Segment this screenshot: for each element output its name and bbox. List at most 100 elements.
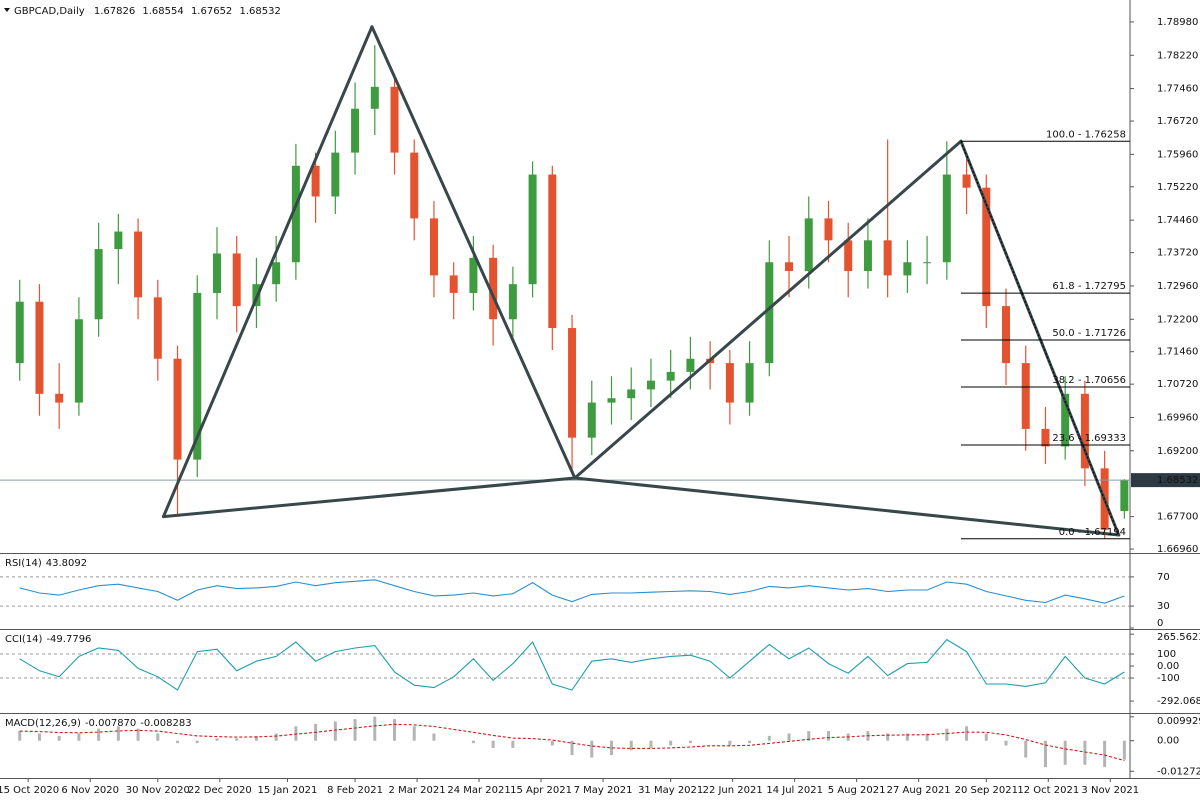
macd-bar <box>1063 740 1067 765</box>
last-price-box <box>1131 473 1200 488</box>
x-tick-label: 15 Oct 2020 <box>0 785 59 796</box>
candle-body <box>390 86 399 153</box>
candle-body <box>1080 393 1089 469</box>
macd-bar <box>491 740 495 748</box>
y-tick-label: 1.69960 <box>1157 412 1198 423</box>
candle-body <box>331 152 340 197</box>
macd-bar <box>393 719 397 741</box>
macd-bar <box>57 735 61 741</box>
y-tick-label: 1.71460 <box>1157 347 1198 358</box>
macd-bar <box>748 740 752 744</box>
y-tick-label: 0 <box>1157 618 1163 629</box>
y-tick-label: 0.00 <box>1157 661 1179 672</box>
candle-body <box>1002 306 1011 364</box>
candle-body <box>528 174 537 285</box>
y-tick-label: 70 <box>1157 572 1170 583</box>
candle-body <box>410 152 419 219</box>
candle-body <box>311 165 320 197</box>
candle-body <box>568 328 577 438</box>
y-tick-label: 1.75220 <box>1157 182 1198 193</box>
y-tick-label: -292.0683 <box>1157 696 1200 707</box>
macd-bar <box>787 733 791 741</box>
indicator-header: MACD(12,26,9) -0.007870 -0.008283 <box>5 718 192 729</box>
indicator-line <box>19 638 1125 691</box>
x-tick-label: 7 May 2021 <box>574 785 633 796</box>
candle-body <box>942 174 951 263</box>
candle-body <box>114 231 123 250</box>
indicator-value: 43.8092 <box>46 558 87 569</box>
candle-body <box>804 218 813 272</box>
macd-bar <box>432 733 436 741</box>
macd-bar <box>629 740 633 751</box>
low-value: 1.67652 <box>191 6 232 17</box>
macd-bar <box>728 740 732 746</box>
candle-body <box>824 218 833 241</box>
candle-body <box>548 174 557 329</box>
candle-body <box>212 253 221 293</box>
last-price-label: 1.68532 <box>1157 475 1198 486</box>
y-tick-label: 1.67700 <box>1157 512 1198 523</box>
candle-body <box>370 86 379 109</box>
symbol-header: GBPCAD,Daily 1.67826 1.68554 1.67652 1.6… <box>14 6 281 17</box>
macd-bar <box>373 716 377 741</box>
indicator-name: CCI(14) <box>5 634 43 645</box>
pattern-line <box>370 25 577 480</box>
y-tick-label: 1.72960 <box>1157 281 1198 292</box>
candle-body <box>508 284 517 320</box>
macd-bar <box>590 740 594 758</box>
candle-body <box>903 262 912 276</box>
candle-body <box>173 358 182 460</box>
macd-bar <box>176 740 180 744</box>
y-tick-label: 1.70720 <box>1157 379 1198 390</box>
candle-body <box>232 253 241 307</box>
macd-bar <box>570 740 574 756</box>
x-tick-label: 20 Sep 2021 <box>955 785 1018 796</box>
macd-bar <box>767 735 771 741</box>
macd-bar <box>1043 740 1047 768</box>
candle-body <box>686 358 695 372</box>
macd-bar <box>37 733 41 741</box>
fib-label: 61.8 - 1.72795 <box>1052 281 1126 292</box>
macd-bar <box>1103 740 1107 768</box>
macd-bar <box>333 721 337 741</box>
candle-body <box>883 240 892 276</box>
candle-body <box>35 301 44 394</box>
y-tick-label: -0.012726 <box>1157 766 1200 777</box>
y-tick-label: 1.78220 <box>1157 50 1198 61</box>
y-tick-label: 0.009929 <box>1157 716 1200 727</box>
candle-body <box>469 257 478 293</box>
candle-body <box>449 275 458 293</box>
macd-bar <box>353 719 357 741</box>
y-tick-label: 1.74460 <box>1157 215 1198 226</box>
macd-bar <box>965 726 969 741</box>
macd-bar <box>984 733 988 741</box>
y-tick-label: 0.00 <box>1157 736 1179 747</box>
macd-bar <box>136 728 140 741</box>
macd-bar <box>807 731 811 741</box>
pattern-line <box>161 476 577 519</box>
y-tick-label: 1.72200 <box>1157 314 1198 325</box>
candle-body <box>962 174 971 188</box>
macd-bar <box>215 738 219 741</box>
candle-body <box>55 393 64 403</box>
high-value: 1.68554 <box>142 6 183 17</box>
fib-label: 38.2 - 1.70656 <box>1052 375 1126 386</box>
indicator-name: RSI(14) <box>5 558 42 569</box>
y-tick-label: -100 <box>1157 673 1180 684</box>
macd-bar <box>97 728 101 741</box>
macd-bar <box>925 733 929 741</box>
macd-bar <box>649 740 653 748</box>
candle-body <box>74 319 83 403</box>
x-tick-label: 22 Dec 2020 <box>188 785 252 796</box>
fib-label: 50.0 - 1.71726 <box>1052 328 1126 339</box>
indicator-header: CCI(14) -49.7796 <box>5 634 91 645</box>
fib-label: 100.0 - 1.76258 <box>1046 129 1126 140</box>
y-tick-label: 100 <box>1157 649 1176 660</box>
macd-bar <box>688 740 692 744</box>
macd-bar <box>609 740 613 756</box>
macd-bar <box>274 733 278 741</box>
menu-arrow-icon[interactable] <box>4 8 10 12</box>
indicator-name: MACD(12,26,9) <box>5 718 81 729</box>
candle-body <box>153 297 162 359</box>
